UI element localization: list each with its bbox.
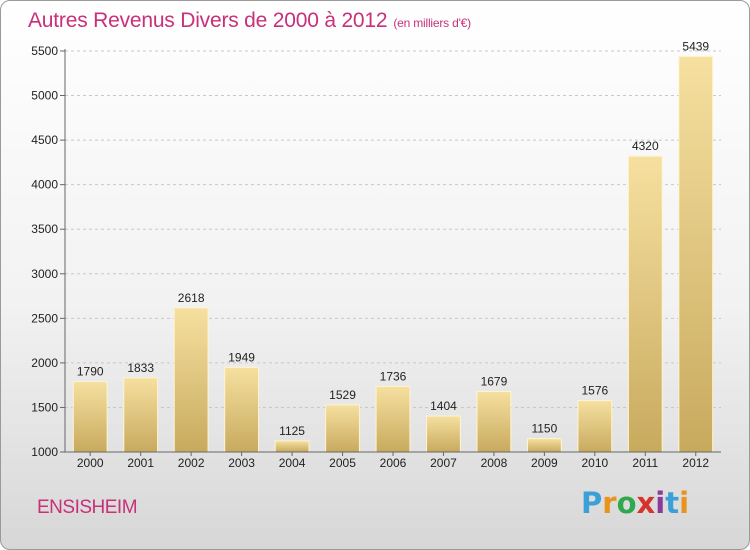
y-tick-label: 4000 (31, 178, 58, 192)
bar (627, 155, 663, 453)
bar (577, 400, 613, 453)
bar-value-label: 2618 (178, 291, 205, 305)
x-tick-label: 2000 (77, 456, 104, 470)
bar (526, 438, 562, 453)
x-tick-label: 2009 (531, 456, 558, 470)
logo-letter: i (679, 486, 690, 520)
bar (173, 307, 209, 453)
logo-letter: o (616, 486, 637, 520)
logo-letter: r (602, 486, 617, 520)
bar (123, 377, 159, 453)
y-tick-label: 2000 (31, 356, 58, 370)
y-tick-label: 1500 (31, 400, 58, 414)
y-tick-label: 2500 (31, 311, 58, 325)
bar (678, 55, 714, 453)
bar-value-label: 1529 (329, 388, 356, 402)
bar (476, 390, 512, 453)
x-tick-label: 2007 (430, 456, 457, 470)
logo-letter: P (581, 486, 603, 520)
y-tick-label: 3000 (31, 267, 58, 281)
x-tick-label: 2002 (178, 456, 205, 470)
bar-value-label: 1790 (77, 365, 104, 379)
bar-value-label: 1125 (279, 424, 305, 438)
chart-title: Autres Revenus Divers de 2000 à 2012 (en … (28, 9, 471, 33)
x-tick-label: 2006 (380, 456, 407, 470)
bars (72, 55, 714, 453)
bar (325, 404, 360, 453)
x-tick-label: 2005 (329, 456, 356, 470)
bar-value-label: 4320 (632, 139, 659, 153)
value-labels: 1790 1833 2618 1949 1125 1529 1736 1404 1679 1150… (77, 39, 710, 437)
y-tick-label: 4500 (31, 133, 58, 147)
bar-value-label: 1576 (581, 384, 608, 398)
bar-value-label: 1404 (430, 399, 457, 413)
logo-letter: x (636, 486, 656, 520)
x-tick-label: 2004 (279, 456, 306, 470)
bar (274, 440, 310, 453)
y-tick-label: 5500 (31, 44, 58, 58)
y-tick-label: 3500 (31, 222, 58, 236)
x-tick-label: 2012 (682, 456, 709, 470)
x-tick-label: 2003 (228, 456, 255, 470)
bar-value-label: 1833 (127, 361, 154, 375)
x-tick-label: 2008 (481, 456, 508, 470)
town-name: ENSISHEIM (37, 497, 138, 518)
bar-value-label: 1679 (481, 374, 508, 388)
bar (224, 366, 260, 453)
x-tick-label: 2011 (632, 456, 658, 470)
chart-title-text: Autres Revenus Divers de 2000 à 2012 (28, 9, 388, 32)
bar (426, 415, 461, 453)
proxiti-logo: Proxiti (581, 486, 689, 520)
bar (375, 385, 411, 453)
y-tick-label: 1000 (31, 445, 58, 459)
x-tick-label: 2001 (127, 456, 154, 470)
x-tick-label: 2010 (581, 456, 608, 470)
y-tick-label: 5000 (31, 89, 58, 103)
chart-subtitle: (en milliers d'€) (393, 16, 471, 30)
bar-value-label: 1150 (531, 422, 557, 436)
logo-letter: t (665, 486, 680, 520)
axes: 1000 1500 2000 2500 3000 3500 4000 4500 5000 5500… (31, 44, 721, 470)
bar-value-label: 5439 (682, 39, 709, 53)
bar (72, 381, 108, 453)
bar-value-label: 1736 (380, 369, 407, 383)
bar-value-label: 1949 (228, 350, 255, 364)
logo-letter: i (655, 486, 666, 520)
